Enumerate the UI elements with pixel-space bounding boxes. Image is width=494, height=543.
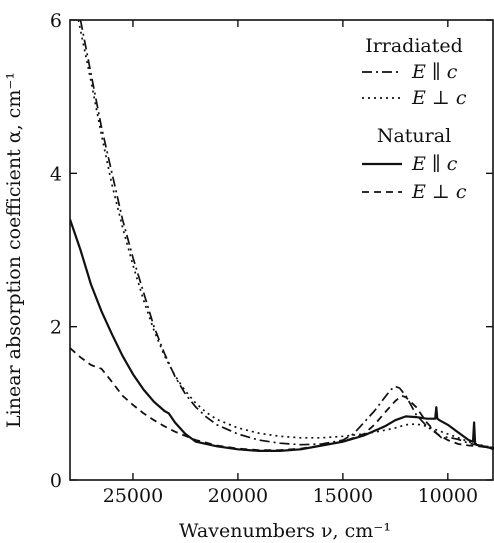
x-tick-label: 15000 bbox=[313, 485, 373, 507]
legend-group-title: Natural bbox=[377, 125, 451, 147]
y-tick-label: 2 bbox=[50, 317, 62, 339]
y-tick-label: 6 bbox=[50, 10, 62, 32]
x-tick-label: 25000 bbox=[103, 485, 163, 507]
x-tick-label: 10000 bbox=[418, 485, 478, 507]
x-tick-label: 20000 bbox=[208, 485, 268, 507]
series-line-2 bbox=[70, 218, 494, 452]
y-tick-label: 4 bbox=[50, 163, 62, 185]
series-layer bbox=[70, 20, 494, 452]
plot-frame bbox=[69, 19, 494, 481]
y-axis-label: Linear absorption coefficient α, cm⁻¹ bbox=[3, 72, 25, 428]
series-line-0 bbox=[79, 20, 494, 449]
y-tick-label: 0 bbox=[50, 470, 62, 492]
x-axis-label: Wavenumbers ν, cm⁻¹ bbox=[179, 520, 391, 542]
legend-entry-label: E ∥ c bbox=[411, 153, 458, 175]
legend-group-title: Irradiated bbox=[365, 35, 463, 57]
ticks-layer: 25000 20000 15000 10000 0 2 4 6 bbox=[50, 10, 493, 507]
series-line-3 bbox=[70, 347, 494, 451]
legend-entry-label: E ⊥ c bbox=[411, 87, 467, 109]
plot-border bbox=[69, 19, 494, 481]
legend: Irradiated E ∥ c E ⊥ c Natural E ∥ c E ⊥ c bbox=[362, 35, 467, 203]
legend-entry-label: E ⊥ c bbox=[411, 181, 467, 203]
legend-entry-label: E ∥ c bbox=[411, 61, 458, 83]
